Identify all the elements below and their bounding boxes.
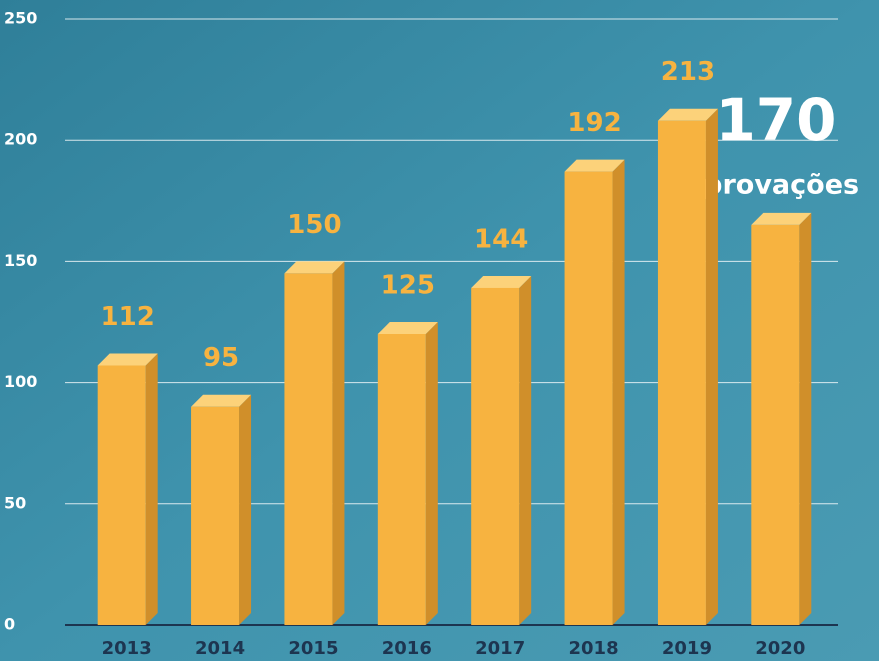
- bar-side: [332, 261, 344, 625]
- bar: [191, 407, 239, 625]
- y-tick-label: 50: [4, 493, 26, 512]
- y-tick-label: 0: [4, 615, 15, 634]
- value-label: 125: [381, 271, 435, 301]
- page: {"chart_data": {"type": "bar", "categori…: [0, 0, 879, 661]
- bar: [378, 334, 426, 625]
- bar-side: [799, 213, 811, 625]
- bar: [751, 225, 799, 625]
- bar-side: [519, 276, 531, 625]
- bar: [471, 288, 519, 625]
- x-tick-label: 2014: [195, 638, 245, 659]
- bar-side: [426, 322, 438, 625]
- value-label: 112: [101, 302, 155, 332]
- bar: [658, 121, 706, 625]
- y-tick-label: 200: [4, 130, 37, 149]
- x-tick-label: 2013: [102, 638, 152, 659]
- y-tick-label: 250: [4, 9, 37, 28]
- value-label: 213: [661, 57, 715, 87]
- value-label: 192: [567, 108, 621, 138]
- x-tick-label: 2018: [569, 638, 619, 659]
- value-label: 144: [474, 224, 528, 254]
- x-tick-label: 2019: [662, 638, 712, 659]
- bar-side: [239, 395, 251, 625]
- value-label: 95: [203, 343, 239, 373]
- bar-side: [613, 160, 625, 625]
- y-tick-label: 150: [4, 251, 37, 270]
- x-tick-label: 2017: [475, 638, 525, 659]
- bar: [565, 172, 613, 625]
- x-tick-label: 2020: [755, 638, 805, 659]
- value-label: 150: [287, 210, 341, 240]
- chart: aprovações 05010015020025020131122014952…: [0, 0, 879, 661]
- bar-side: [706, 109, 718, 625]
- bar: [98, 366, 146, 625]
- value-label: 170: [715, 86, 836, 154]
- x-tick-label: 2015: [288, 638, 338, 659]
- y-tick-label: 100: [4, 372, 37, 391]
- bar-side: [146, 354, 158, 625]
- x-tick-label: 2016: [382, 638, 432, 659]
- bar: [284, 273, 332, 625]
